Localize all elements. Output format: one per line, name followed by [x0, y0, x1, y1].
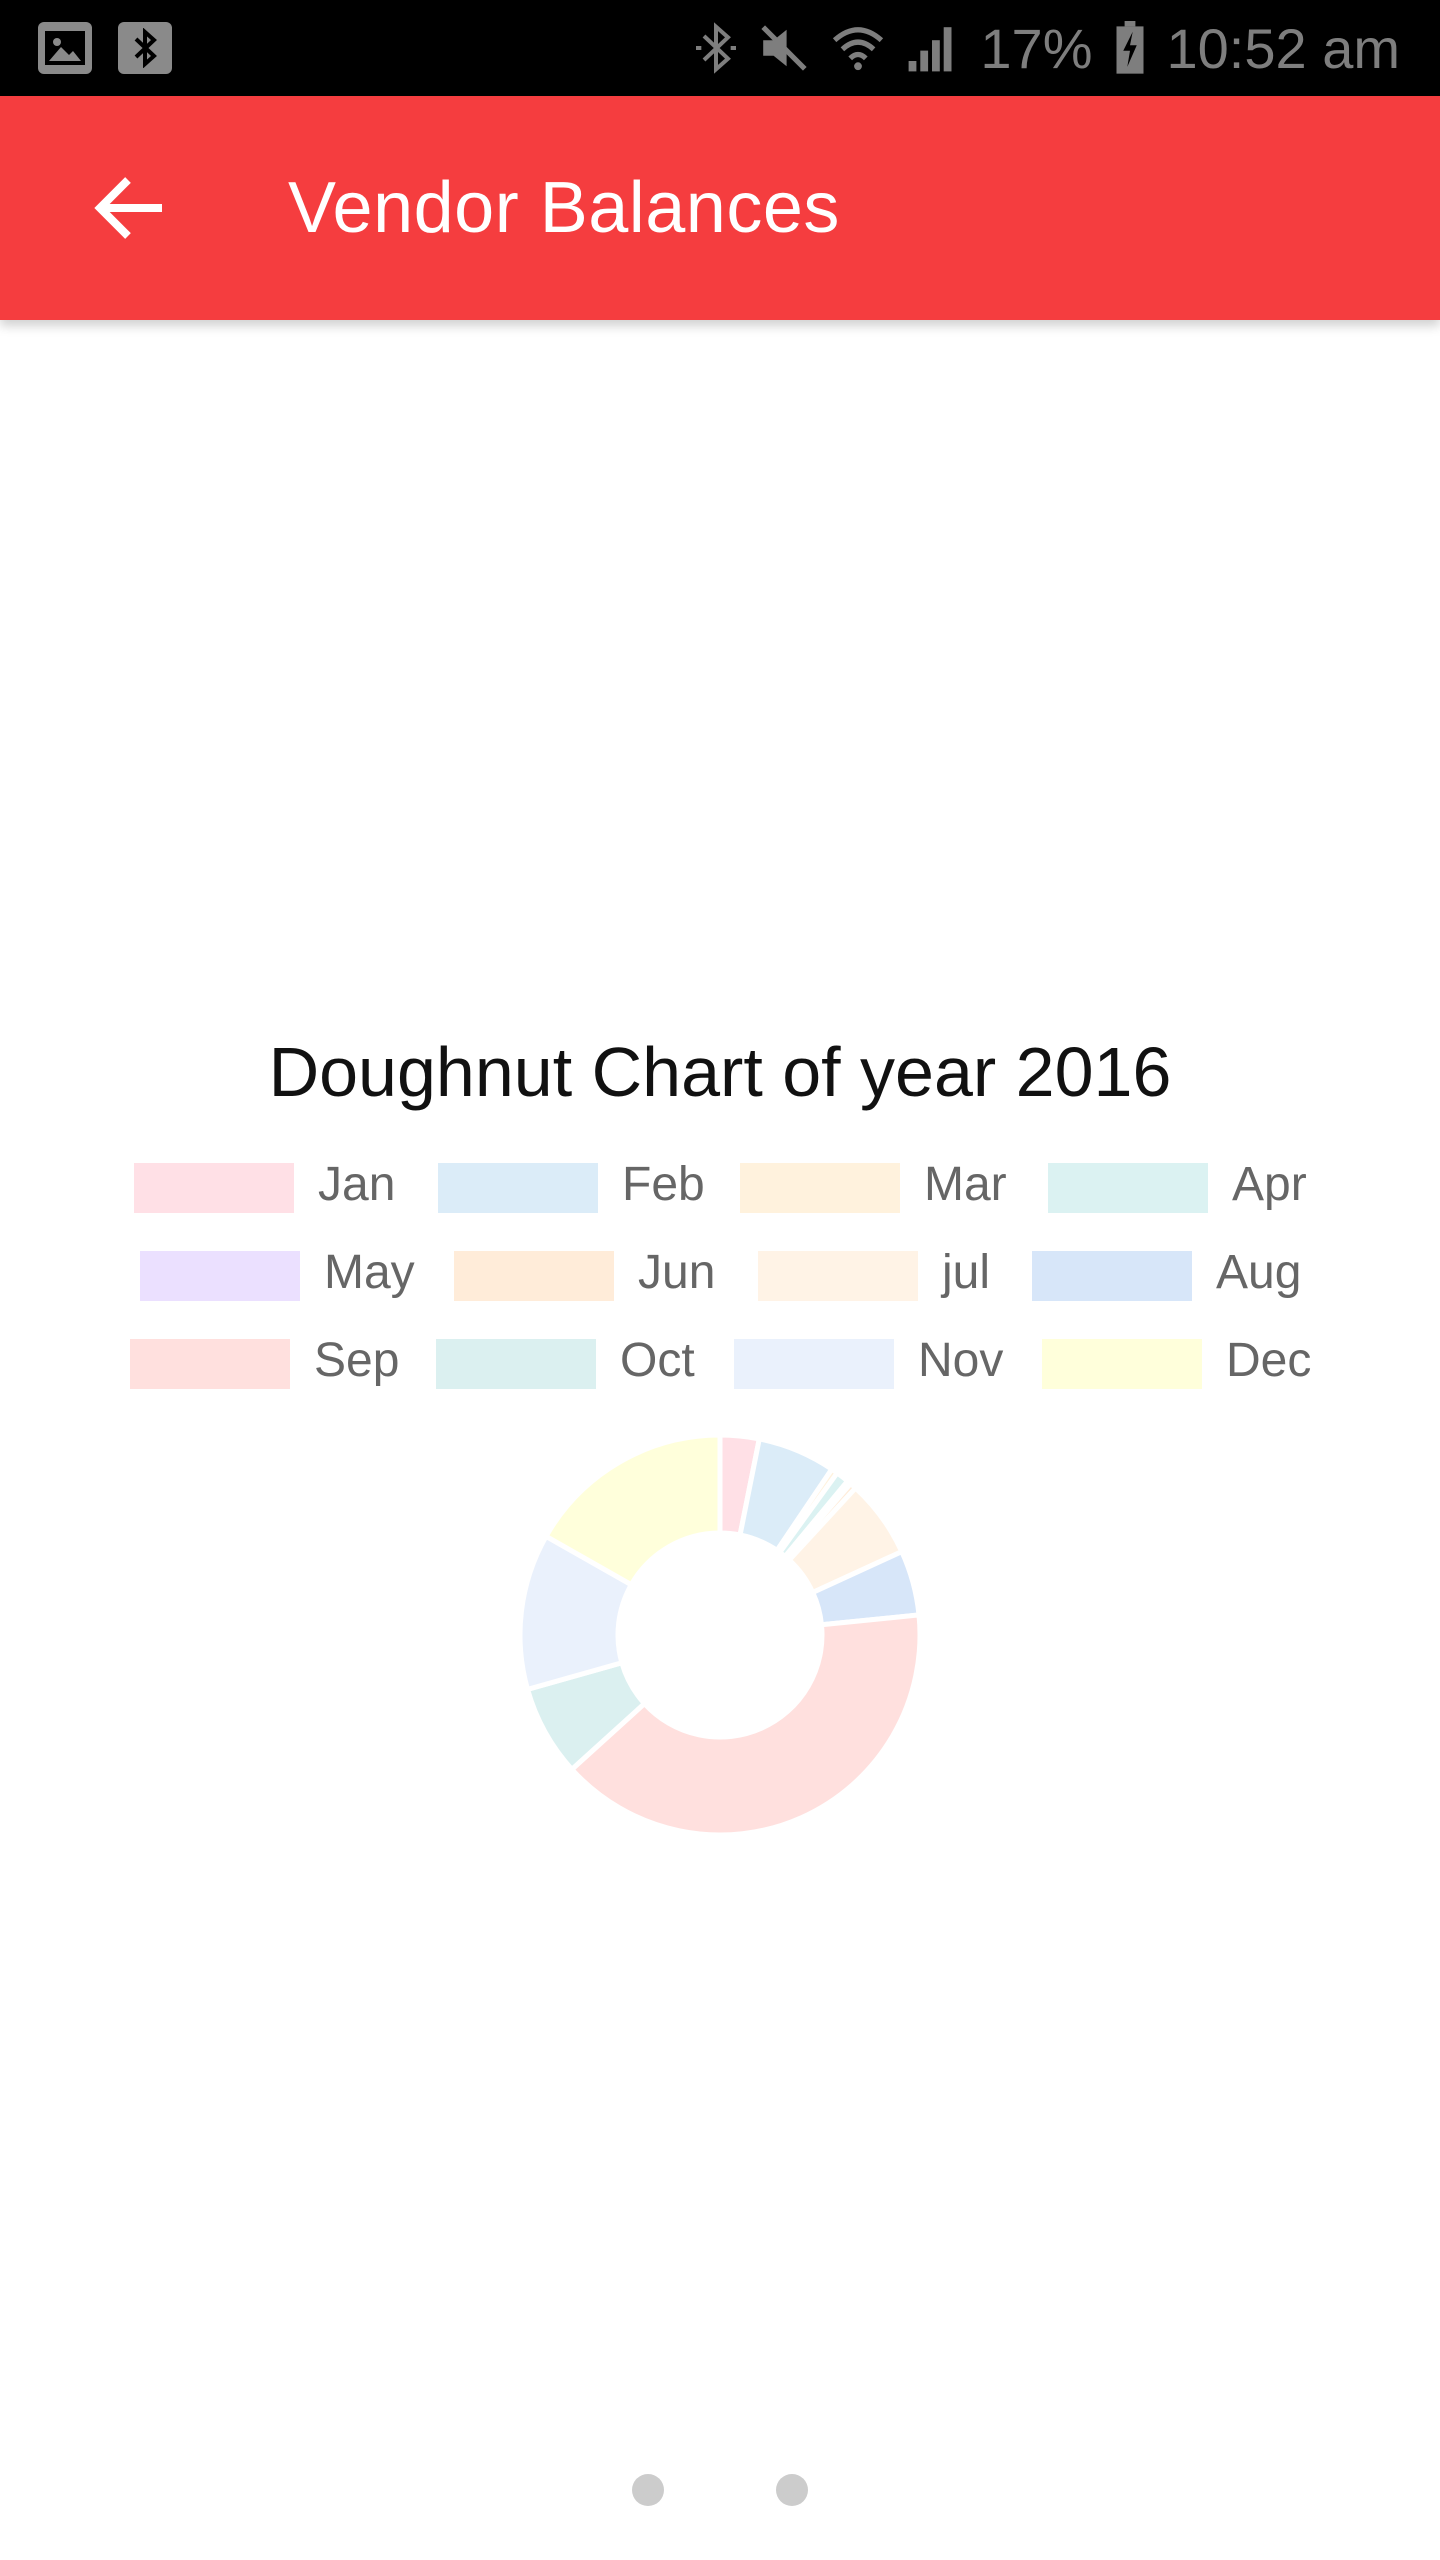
chart-title: Doughnut Chart of year 2016 — [268, 1033, 1172, 1111]
signal-icon — [906, 24, 958, 72]
legend-label: Aug — [1216, 1246, 1302, 1299]
doughnut-slice-sep[interactable] — [568, 1612, 923, 1838]
legend-swatch — [130, 1339, 290, 1389]
doughnut-slice-dec[interactable] — [542, 1432, 723, 1589]
legend-swatch — [1032, 1251, 1192, 1301]
legend-label: Jun — [638, 1246, 716, 1299]
wifi-icon — [832, 24, 884, 72]
mute-icon — [758, 22, 810, 74]
legend-swatch — [734, 1339, 894, 1389]
legend-label: Apr — [1232, 1158, 1307, 1211]
app-bar: Vendor Balances — [0, 96, 1440, 320]
arrow-left-icon — [94, 177, 162, 239]
legend-label: jul — [942, 1246, 991, 1299]
legend-swatch — [438, 1163, 598, 1213]
legend-label: May — [324, 1246, 415, 1299]
legend-swatch — [740, 1163, 900, 1213]
legend-swatch — [134, 1163, 294, 1213]
bluetooth-icon — [696, 21, 737, 75]
legend-label: Mar — [924, 1158, 1007, 1211]
clock-time: 10:52 am — [1166, 16, 1401, 80]
gallery-icon — [38, 22, 92, 74]
legend-label: Feb — [622, 1158, 705, 1211]
back-button[interactable] — [78, 156, 182, 260]
bluetooth-box-icon — [118, 22, 172, 74]
legend-swatch — [436, 1339, 596, 1389]
legend-label: Nov — [918, 1334, 1004, 1387]
legend-swatch — [454, 1251, 614, 1301]
legend-label: Oct — [620, 1334, 695, 1387]
legend-swatch — [140, 1251, 300, 1301]
legend-label: Jan — [318, 1158, 396, 1211]
status-bar-right: 17% 10:52 am — [696, 0, 1400, 96]
legend-swatch — [758, 1251, 918, 1301]
legend-swatch — [1042, 1339, 1202, 1389]
status-bar-left — [38, 22, 172, 74]
legend-swatch — [1048, 1163, 1208, 1213]
pager-dot-2[interactable] — [776, 2474, 808, 2506]
page-title: Vendor Balances — [288, 168, 840, 248]
status-bar: 17% 10:52 am — [0, 0, 1440, 96]
battery-charging-icon — [1115, 21, 1145, 75]
battery-percent: 17% — [980, 16, 1093, 80]
legend-label: Dec — [1226, 1334, 1312, 1387]
pager-dot-1[interactable] — [632, 2474, 664, 2506]
legend-label: Sep — [314, 1334, 400, 1387]
